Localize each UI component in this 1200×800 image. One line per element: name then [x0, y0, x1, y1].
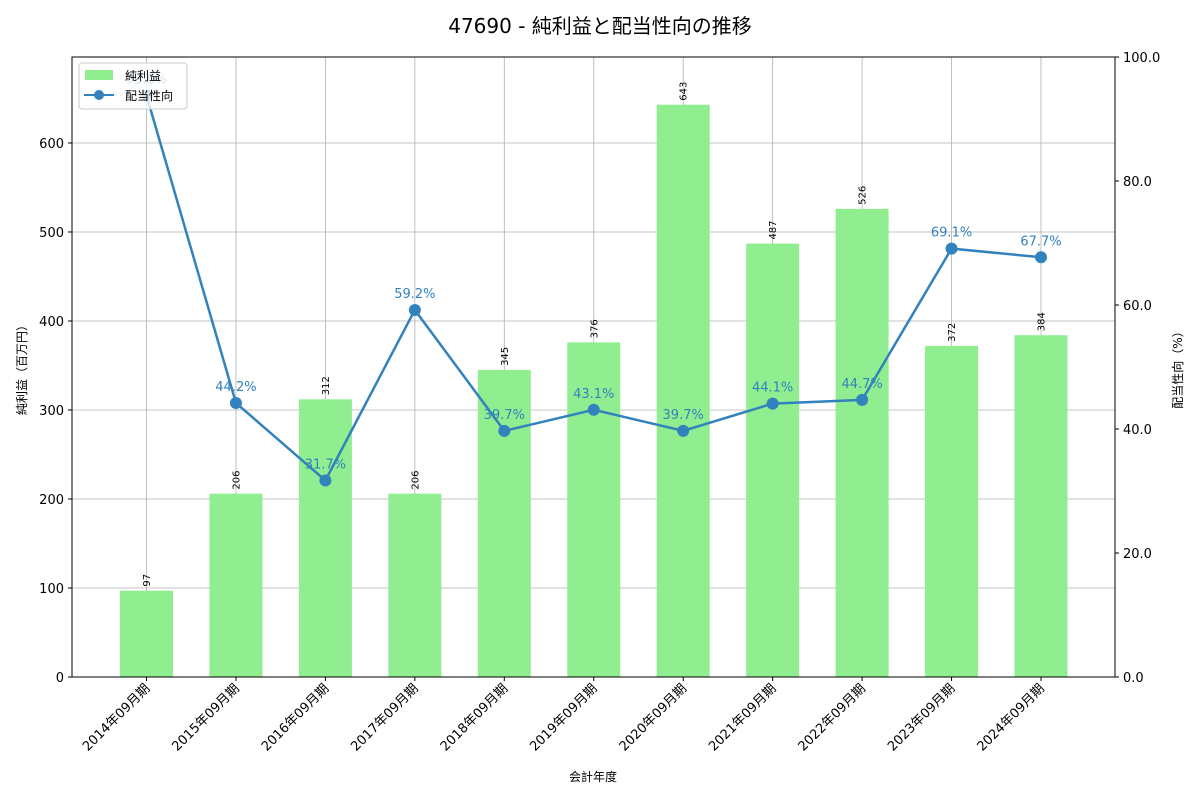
x-tick-label: 2021年09月期	[706, 681, 779, 754]
bar-value-label: 487	[768, 220, 779, 239]
line-marker	[229, 396, 242, 409]
line-marker	[677, 424, 690, 437]
x-tick-label: 2022年09月期	[796, 681, 869, 754]
point-value-label: 44.2%	[215, 380, 256, 395]
y-tick-label: 600	[39, 137, 64, 152]
y2-tick-label: 80.0	[1123, 175, 1152, 190]
bar-value-label: 376	[589, 319, 600, 338]
legend-marker-icon	[94, 90, 104, 100]
y-tick-label: 200	[39, 493, 64, 508]
y-tick-label: 100	[39, 582, 64, 597]
bar	[388, 493, 442, 677]
bars-net-income	[120, 104, 1068, 678]
bar-value-label: 97	[142, 574, 153, 587]
bar-value-label: 372	[947, 323, 958, 342]
line-marker	[319, 474, 332, 487]
bar	[925, 345, 979, 677]
y2-axis-label: 配当性向（%）	[1170, 325, 1185, 408]
x-tick-label: 2023年09月期	[885, 681, 958, 754]
line-marker	[408, 303, 421, 316]
y-tick-label: 400	[39, 315, 64, 330]
point-value-label: 44.7%	[841, 377, 882, 392]
x-tick-label: 2018年09月期	[438, 681, 511, 754]
bar	[477, 369, 531, 677]
right-axis-ticks: 0.0 20.0 40.0 60.0 80.0 100.0	[1115, 51, 1160, 686]
bar-value-label: 206	[410, 471, 421, 490]
point-value-label: 39.7%	[663, 408, 704, 423]
legend-label-payout-ratio: 配当性向	[125, 88, 173, 103]
line-marker	[498, 424, 511, 437]
line-marker	[766, 397, 779, 410]
bar	[298, 399, 352, 677]
point-value-label: 59.2%	[394, 287, 435, 302]
bar-value-label: 206	[231, 471, 242, 490]
y-tick-label: 0	[56, 671, 64, 686]
bar-value-label: 526	[858, 186, 869, 205]
y-tick-label: 300	[39, 404, 64, 419]
bar-value-label: 643	[679, 82, 690, 101]
point-value-label: 44.1%	[752, 381, 793, 396]
x-tick-label: 2014年09月期	[80, 681, 153, 754]
x-tick-label: 2024年09月期	[975, 681, 1048, 754]
x-axis-ticks: 2014年09月期 2015年09月期 2016年09月期 2017年09月期 2018…	[80, 677, 1048, 755]
bar	[746, 243, 800, 677]
y-tick-label: 500	[39, 226, 64, 241]
x-axis-label: 会計年度	[569, 769, 617, 784]
point-value-label: 69.1%	[931, 226, 972, 241]
bar-value-label: 384	[1037, 312, 1048, 331]
bar	[1014, 335, 1068, 677]
x-tick-label: 2019年09月期	[527, 681, 600, 754]
bar-value-label: 345	[500, 347, 511, 366]
legend: 純利益 配当性向	[78, 62, 188, 110]
bar	[656, 104, 710, 678]
point-value-label: 31.7%	[305, 457, 346, 472]
y-axis-label: 純利益（百万円）	[15, 319, 29, 415]
y2-tick-label: 20.0	[1123, 547, 1152, 562]
y2-tick-label: 100.0	[1123, 51, 1160, 66]
x-tick-label: 2017年09月期	[348, 681, 421, 754]
y2-tick-label: 60.0	[1123, 299, 1152, 314]
y2-tick-label: 0.0	[1123, 671, 1144, 686]
x-tick-label: 2016年09月期	[259, 681, 332, 754]
x-tick-label: 2015年09月期	[169, 681, 242, 754]
line-marker	[587, 403, 600, 416]
chart-title: 47690 - 純利益と配当性向の推移	[448, 14, 752, 38]
bar	[209, 493, 263, 677]
legend-label-net-income: 純利益	[125, 69, 161, 83]
line-marker	[1035, 251, 1047, 264]
point-value-label: 67.7%	[1020, 234, 1061, 249]
y2-tick-label: 40.0	[1123, 423, 1152, 438]
line-marker	[856, 393, 869, 406]
point-value-label: 39.7%	[484, 408, 525, 423]
x-tick-label: 2020年09月期	[617, 681, 690, 754]
left-axis-ticks: 0 100 200 300 400 500 600	[39, 137, 72, 686]
line-payout-ratio: 93.8%44.2%31.7%59.2%39.7%43.1%39.7%44.1%…	[126, 72, 1062, 487]
bar	[567, 342, 621, 677]
line-marker	[945, 242, 958, 255]
legend-swatch-bar	[85, 70, 113, 80]
bar-value-labels: 97 206 312 206 345 376 643 487 526 372 384	[142, 82, 1048, 587]
bar	[835, 208, 889, 677]
point-value-label: 43.1%	[573, 387, 614, 402]
bar	[120, 590, 173, 677]
bar-value-label: 312	[321, 376, 332, 395]
